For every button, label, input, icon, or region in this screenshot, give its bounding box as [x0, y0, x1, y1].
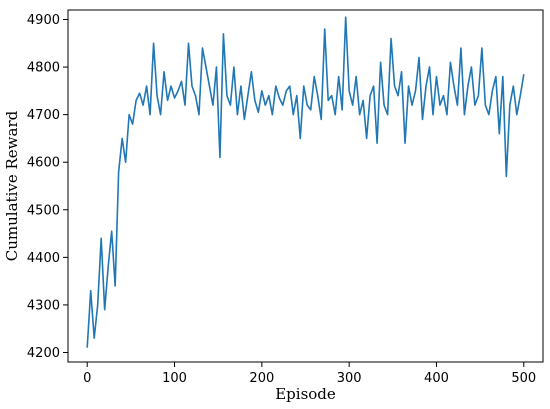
- plot-frame: [67, 9, 544, 363]
- y-tick-label: 4300: [27, 298, 60, 313]
- y-tick-label: 4700: [27, 108, 60, 123]
- x-tick-label: 500: [511, 371, 536, 386]
- y-tick-label: 4200: [27, 346, 60, 361]
- reward-series-line: [86, 16, 525, 348]
- y-tick-label: 4600: [27, 156, 60, 171]
- y-axis-label: Cumulative Reward: [3, 110, 21, 261]
- x-tick-label: 100: [162, 371, 187, 386]
- x-tick-label: 0: [83, 371, 91, 386]
- y-tick-label: 4900: [27, 13, 60, 28]
- x-axis: 0 100 200 300 400 500: [83, 362, 536, 386]
- x-axis-label: Episode: [275, 385, 336, 403]
- y-tick-label: 4500: [27, 203, 60, 218]
- x-tick-label: 400: [424, 371, 449, 386]
- x-tick-label: 300: [337, 371, 362, 386]
- y-axis: 4200 4300 4400 4500 4600 4700 4800 4900: [27, 13, 68, 361]
- x-tick-label: 200: [249, 371, 274, 386]
- y-tick-label: 4400: [27, 251, 60, 266]
- y-tick-label: 4800: [27, 61, 60, 76]
